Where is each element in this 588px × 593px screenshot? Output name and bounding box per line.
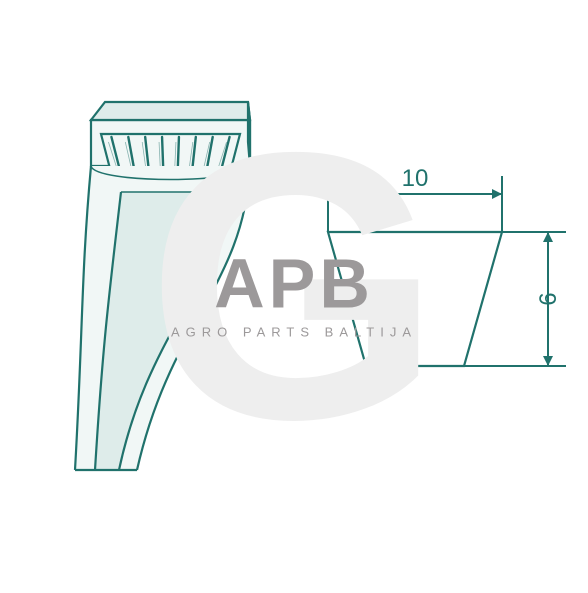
dim-arrow <box>328 189 338 199</box>
dim-arrow <box>543 356 553 366</box>
belt-head-right <box>248 102 250 166</box>
dim-height-label: 6 <box>535 292 562 305</box>
dim-arrow <box>492 189 502 199</box>
dim-arrow <box>543 232 553 242</box>
dim-width-label: 10 <box>402 165 429 192</box>
belt-top-surface <box>91 102 250 120</box>
cross-section <box>328 232 502 366</box>
diagram-svg: 10 6 <box>0 0 588 588</box>
diagram-canvas: 10 6 <box>0 0 588 588</box>
